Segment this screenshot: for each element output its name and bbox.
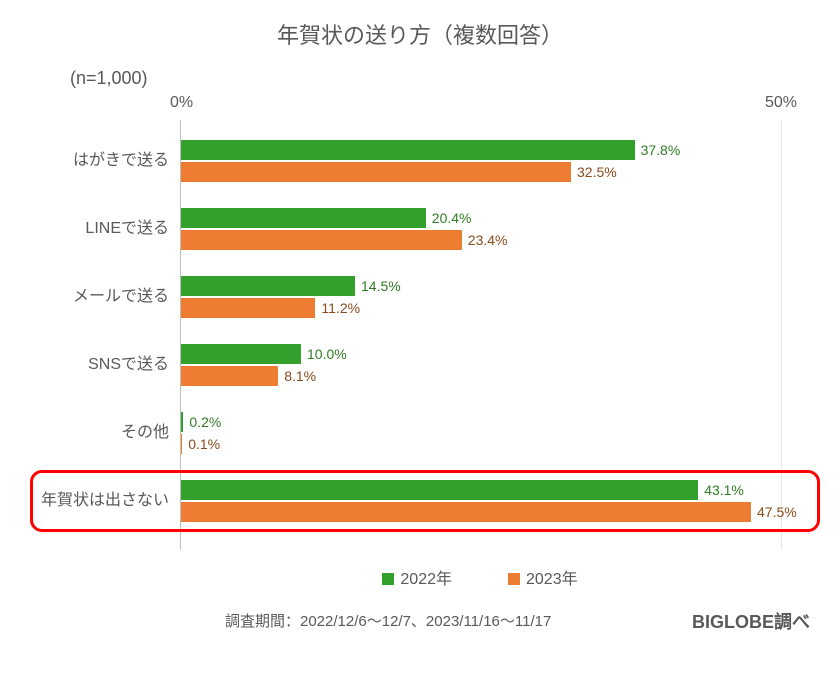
legend-swatch bbox=[508, 573, 520, 585]
category-row: LINEで送る20.4%23.4% bbox=[181, 208, 781, 276]
bar-2023 bbox=[181, 162, 571, 182]
bar-label-2023: 11.2% bbox=[321, 301, 360, 315]
bar-label-2023: 23.4% bbox=[468, 233, 508, 247]
bar-label-2022: 0.2% bbox=[189, 415, 221, 429]
footer-note: 調査期間：2022/12/6～12/7、2023/11/16～11/17 bbox=[225, 610, 551, 631]
category-row: はがきで送る37.8%32.5% bbox=[181, 140, 781, 208]
x-tick-0: 0% bbox=[170, 94, 193, 112]
x-tick-1: 50% bbox=[765, 94, 797, 112]
category-label: SNSで送る bbox=[88, 357, 169, 373]
bar-label-2022: 14.5% bbox=[361, 279, 401, 293]
bar-2023 bbox=[181, 298, 315, 318]
bar-label-2022: 10.0% bbox=[307, 347, 347, 361]
bar-label-2023: 8.1% bbox=[284, 369, 316, 383]
highlight-box bbox=[30, 470, 820, 532]
bar-label-2022: 20.4% bbox=[432, 211, 472, 225]
chart-container: 年賀状の送り方（複数回答） (n=1,000) 0% 50% はがきで送る 37.… bbox=[0, 0, 840, 674]
bar-2022 bbox=[181, 208, 426, 228]
bar-label-2022: 37.8% bbox=[641, 143, 681, 157]
bar-2022 bbox=[181, 140, 635, 160]
bar-2023 bbox=[181, 230, 462, 250]
legend-item: 2022年 bbox=[382, 565, 452, 589]
chart-title: 年賀状の送り方（複数回答） bbox=[0, 0, 840, 50]
legend-label: 2023年 bbox=[526, 571, 578, 588]
category-label: メールで送る bbox=[73, 289, 169, 305]
category-label: LINEで送る bbox=[85, 221, 169, 237]
legend: 2022年 2023年 bbox=[180, 565, 780, 589]
legend-item: 2023年 bbox=[508, 565, 578, 589]
chart-subtitle: (n=1,000) bbox=[70, 68, 148, 89]
bar-2023 bbox=[181, 366, 278, 386]
bar-2022 bbox=[181, 276, 355, 296]
category-row: SNSで送る10.0%8.1% bbox=[181, 344, 781, 412]
category-row: メールで送る14.5%11.2% bbox=[181, 276, 781, 344]
legend-label: 2022年 bbox=[400, 571, 452, 588]
legend-swatch bbox=[382, 573, 394, 585]
bar-2022 bbox=[181, 412, 183, 432]
bar-2022 bbox=[181, 344, 301, 364]
footer-brand: BIGLOBE調べ bbox=[692, 608, 810, 634]
category-label: はがきで送る bbox=[73, 153, 169, 169]
bar-2023 bbox=[181, 434, 182, 454]
bar-label-2023: 32.5% bbox=[577, 165, 617, 179]
category-label: その他 bbox=[121, 425, 169, 441]
bar-label-2023: 0.1% bbox=[188, 437, 220, 451]
